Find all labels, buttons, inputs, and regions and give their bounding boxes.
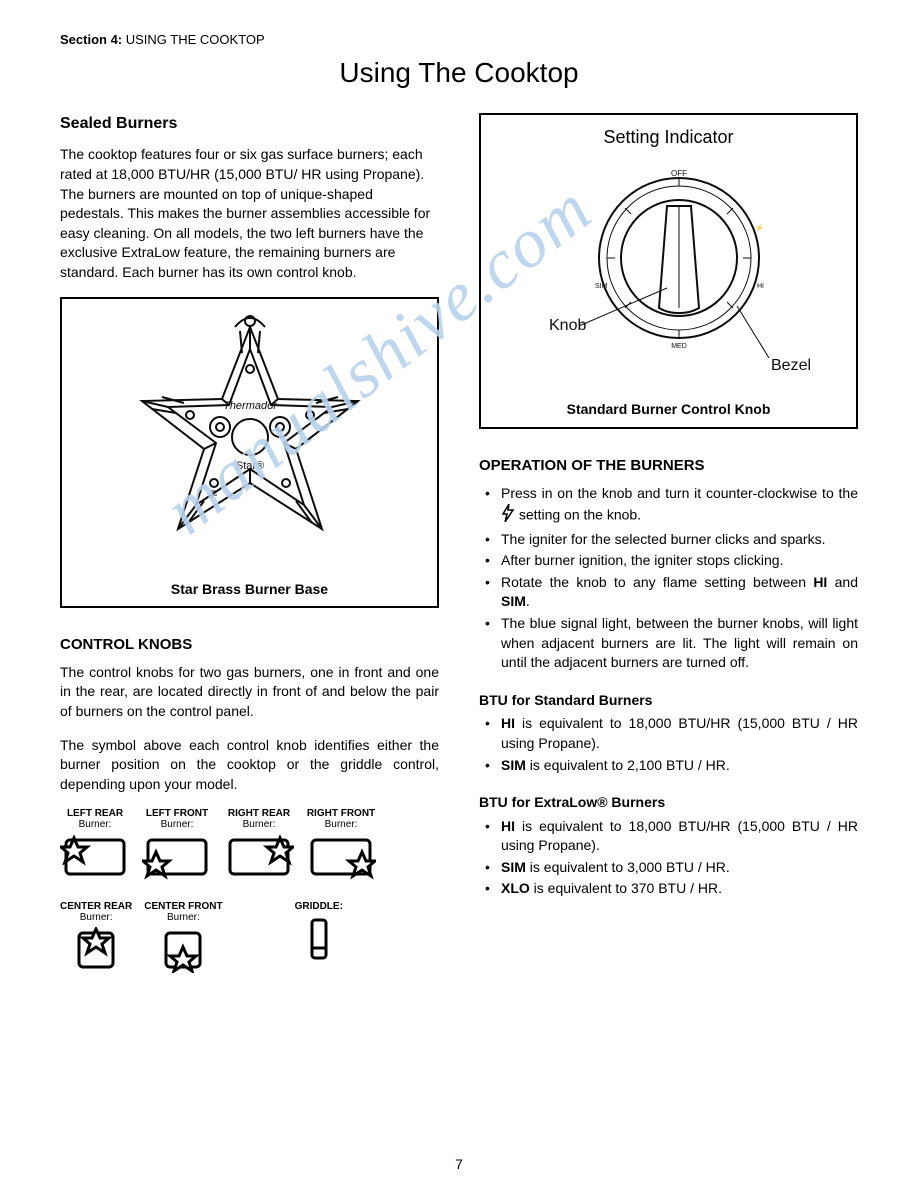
- knob-position-ct: CENTER REARBurner:: [60, 901, 132, 976]
- heading-btu-standard: BTU for Standard Burners: [479, 691, 858, 711]
- btu-extralow-list: HI is equivalent to 18,000 BTU/HR (15,00…: [479, 817, 858, 899]
- paragraph-knobs-2: The symbol above each control knob ident…: [60, 736, 439, 795]
- list-item: HI is equivalent to 18,000 BTU/HR (15,00…: [483, 714, 858, 753]
- figure-star-burner: Thermador Star® F Star Brass Burner Base: [60, 297, 439, 608]
- position-icon: [142, 834, 212, 883]
- svg-text:SIM: SIM: [595, 283, 608, 290]
- knob-position-cb: CENTER FRONTBurner:: [144, 901, 222, 976]
- svg-text:Thermador: Thermador: [223, 400, 278, 412]
- list-item: The blue signal light, between the burne…: [483, 614, 858, 673]
- svg-text:MED: MED: [671, 343, 687, 350]
- section-label: Section 4:: [60, 32, 122, 47]
- knob-position-bl: LEFT FRONTBurner:: [142, 808, 212, 883]
- svg-text:OFF: OFF: [671, 169, 687, 178]
- svg-text:Star®: Star®: [235, 460, 263, 472]
- lightning-icon: [501, 504, 515, 528]
- label-bezel: Bezel: [771, 357, 811, 374]
- figure-knob-title: Setting Indicator: [489, 125, 848, 150]
- knob-position-grid-2: CENTER REARBurner: CENTER FRONTBurner: G…: [60, 901, 439, 976]
- position-icon: [144, 927, 222, 976]
- knob-position-griddle: GRIDDLE:: [295, 901, 343, 976]
- svg-text:⚡: ⚡: [755, 223, 764, 232]
- position-icon: [60, 834, 130, 883]
- heading-btu-extralow: BTU for ExtraLow® Burners: [479, 793, 858, 813]
- section-title: USING THE COOKTOP: [126, 32, 265, 47]
- star-burner-illustration: Thermador Star® F: [100, 309, 400, 569]
- left-column: Sealed Burners The cooktop features four…: [60, 113, 439, 976]
- two-column-layout: Sealed Burners The cooktop features four…: [60, 113, 858, 976]
- paragraph-sealed-burners: The cooktop features four or six gas sur…: [60, 145, 439, 282]
- figure-knob-caption: Standard Burner Control Knob: [489, 400, 848, 420]
- paragraph-knobs-1: The control knobs for two gas burners, o…: [60, 663, 439, 722]
- knob-position-tr: RIGHT REARBurner:: [224, 808, 294, 883]
- position-icon: [295, 916, 343, 965]
- list-item: SIM is equivalent to 2,100 BTU / HR.: [483, 756, 858, 776]
- position-icon: [224, 834, 294, 883]
- position-icon: [60, 927, 132, 976]
- label-knob: Knob: [549, 317, 586, 334]
- figure-control-knob: Setting Indicator: [479, 113, 858, 429]
- list-item: Press in on the knob and turn it counter…: [483, 484, 858, 527]
- heading-sealed-burners: Sealed Burners: [60, 113, 439, 135]
- right-column: Setting Indicator: [479, 113, 858, 976]
- list-item: HI is equivalent to 18,000 BTU/HR (15,00…: [483, 817, 858, 856]
- operation-list: Press in on the knob and turn it counter…: [479, 484, 858, 672]
- knob-position-tl: LEFT REARBurner:: [60, 808, 130, 883]
- svg-text:HI: HI: [757, 283, 764, 290]
- list-item: Rotate the knob to any flame setting bet…: [483, 573, 858, 612]
- section-header: Section 4: USING THE COOKTOP: [60, 32, 858, 47]
- list-item: The igniter for the selected burner clic…: [483, 530, 858, 550]
- list-item: SIM is equivalent to 3,000 BTU / HR.: [483, 858, 858, 878]
- svg-text:F: F: [210, 488, 217, 502]
- list-item: After burner ignition, the igniter stops…: [483, 551, 858, 571]
- page-title: Using The Cooktop: [60, 57, 858, 89]
- figure-star-caption: Star Brass Burner Base: [70, 580, 429, 600]
- knob-position-br: RIGHT FRONTBurner:: [306, 808, 376, 883]
- knob-illustration: OFF ⚡ HI MED SIM Knob Bezel: [519, 158, 819, 388]
- list-item: XLO is equivalent to 370 BTU / HR.: [483, 879, 858, 899]
- page-number: 7: [0, 1156, 918, 1172]
- btu-standard-list: HI is equivalent to 18,000 BTU/HR (15,00…: [479, 714, 858, 775]
- knob-position-grid: LEFT REARBurner: LEFT FRONTBurner: RIGHT…: [60, 808, 439, 883]
- heading-control-knobs: CONTROL KNOBS: [60, 634, 439, 655]
- heading-operation: OPERATION OF THE BURNERS: [479, 455, 858, 476]
- position-icon: [306, 834, 376, 883]
